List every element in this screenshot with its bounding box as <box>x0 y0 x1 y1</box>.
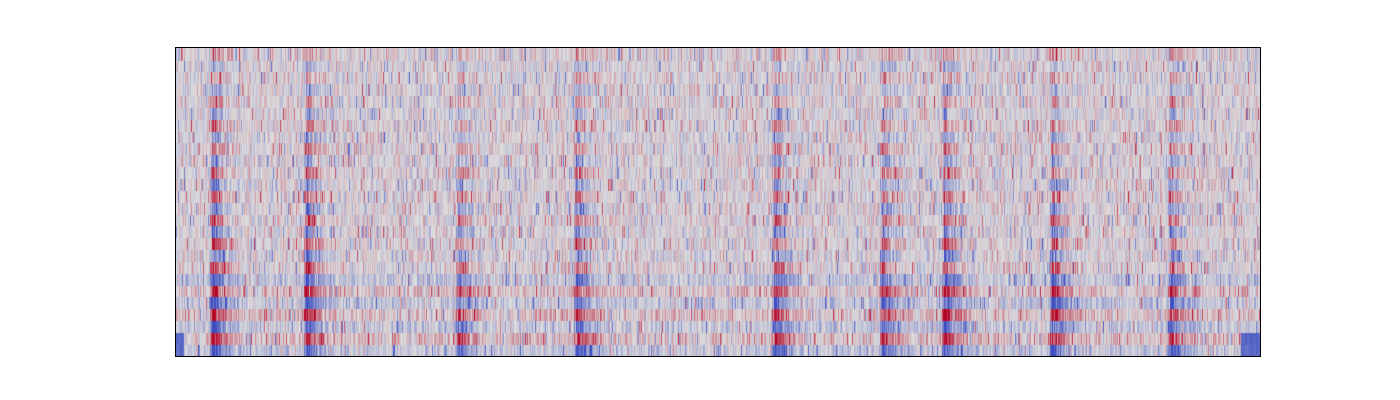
heatmap-plot-area <box>176 48 1260 356</box>
heatmap-canvas <box>176 48 1260 356</box>
